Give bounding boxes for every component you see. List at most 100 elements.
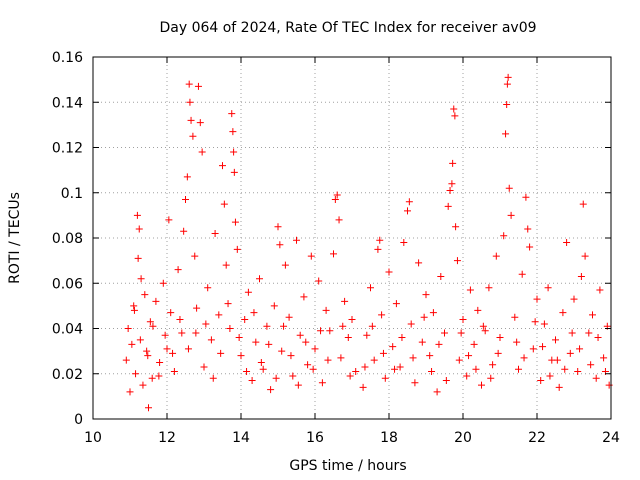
data-point: [540, 320, 548, 328]
data-point: [215, 311, 223, 319]
data-point: [411, 379, 419, 387]
data-point: [463, 372, 471, 380]
y-tick-label: 0.08: [52, 231, 83, 247]
data-point: [230, 148, 238, 156]
data-point: [174, 266, 182, 274]
data-point: [331, 196, 339, 204]
data-point: [489, 361, 497, 369]
data-point: [379, 349, 387, 357]
data-point: [400, 239, 408, 247]
data-point: [415, 259, 423, 267]
data-point: [136, 336, 144, 344]
data-point: [466, 286, 474, 294]
data-point: [374, 245, 382, 253]
x-axis-label: GPS time / hours: [289, 458, 406, 474]
data-point: [281, 261, 289, 269]
data-point: [187, 116, 195, 124]
data-point: [207, 336, 215, 344]
data-point: [280, 322, 288, 330]
data-point: [256, 275, 263, 283]
data-point: [453, 257, 461, 265]
data-point: [237, 352, 245, 360]
x-tick-label: 14: [232, 430, 250, 446]
data-point: [167, 309, 175, 317]
data-point: [459, 315, 467, 323]
data-point: [370, 356, 378, 364]
data-point: [156, 358, 164, 366]
data-point: [442, 377, 450, 385]
x-tick-label: 12: [158, 430, 176, 446]
data-point: [505, 184, 513, 192]
data-point: [130, 306, 138, 314]
data-point: [135, 225, 143, 233]
data-point: [418, 338, 426, 346]
data-point: [132, 370, 140, 378]
data-point: [263, 322, 271, 330]
data-point: [304, 361, 312, 369]
data-point: [479, 322, 487, 330]
data-point: [529, 345, 537, 353]
y-tick-label: 0.1: [61, 186, 83, 202]
data-point: [229, 128, 237, 136]
data-point: [518, 270, 526, 278]
data-point: [515, 365, 522, 373]
data-point: [183, 173, 191, 181]
data-point: [170, 367, 178, 375]
data-point: [230, 168, 238, 176]
data-point: [524, 225, 532, 233]
grid-lines: [93, 57, 611, 419]
data-point: [265, 340, 273, 348]
data-point: [252, 338, 260, 346]
data-point: [448, 180, 456, 188]
data-point: [592, 374, 600, 382]
data-point: [605, 381, 613, 389]
data-point: [553, 356, 561, 364]
data-point: [311, 345, 319, 353]
data-point: [200, 363, 208, 371]
data-point: [407, 320, 415, 328]
data-point: [531, 318, 539, 326]
data-point: [587, 361, 595, 369]
data-point: [233, 245, 241, 253]
data-point: [392, 300, 400, 308]
data-point: [285, 313, 293, 321]
data-point: [165, 216, 173, 224]
data-point: [455, 356, 463, 364]
data-point: [270, 302, 278, 310]
data-point: [594, 334, 602, 342]
data-point: [257, 358, 265, 366]
data-point: [478, 381, 485, 389]
data-point: [309, 365, 317, 373]
data-point: [346, 372, 354, 380]
data-point: [289, 372, 297, 380]
data-point: [211, 229, 219, 237]
data-point: [148, 374, 156, 382]
data-point: [533, 295, 541, 303]
data-point: [465, 352, 473, 360]
data-point: [589, 311, 596, 319]
data-point: [570, 295, 578, 303]
data-point: [348, 315, 356, 323]
data-point: [137, 275, 145, 283]
data-point: [389, 343, 397, 351]
data-point: [385, 268, 393, 276]
data-point: [202, 320, 210, 328]
data-point: [496, 334, 504, 342]
axis-ticks: 10 12 14 16 18 20 22 24 0 0.02 0.04 0.06 0.08 0.1 0.12…: [52, 50, 620, 446]
data-point: [274, 223, 282, 231]
data-point: [481, 327, 489, 335]
data-point: [231, 218, 239, 226]
data-point: [144, 352, 152, 360]
data-point: [235, 334, 243, 342]
x-tick-label: 24: [602, 430, 620, 446]
data-point: [344, 334, 352, 342]
data-point: [450, 105, 458, 113]
y-tick-label: 0: [74, 412, 83, 428]
data-point: [161, 331, 169, 339]
data-point: [444, 202, 452, 210]
data-point: [241, 315, 249, 323]
data-point: [186, 98, 194, 106]
x-tick-label: 20: [454, 430, 472, 446]
data-point: [500, 232, 508, 240]
data-point: [561, 365, 569, 373]
